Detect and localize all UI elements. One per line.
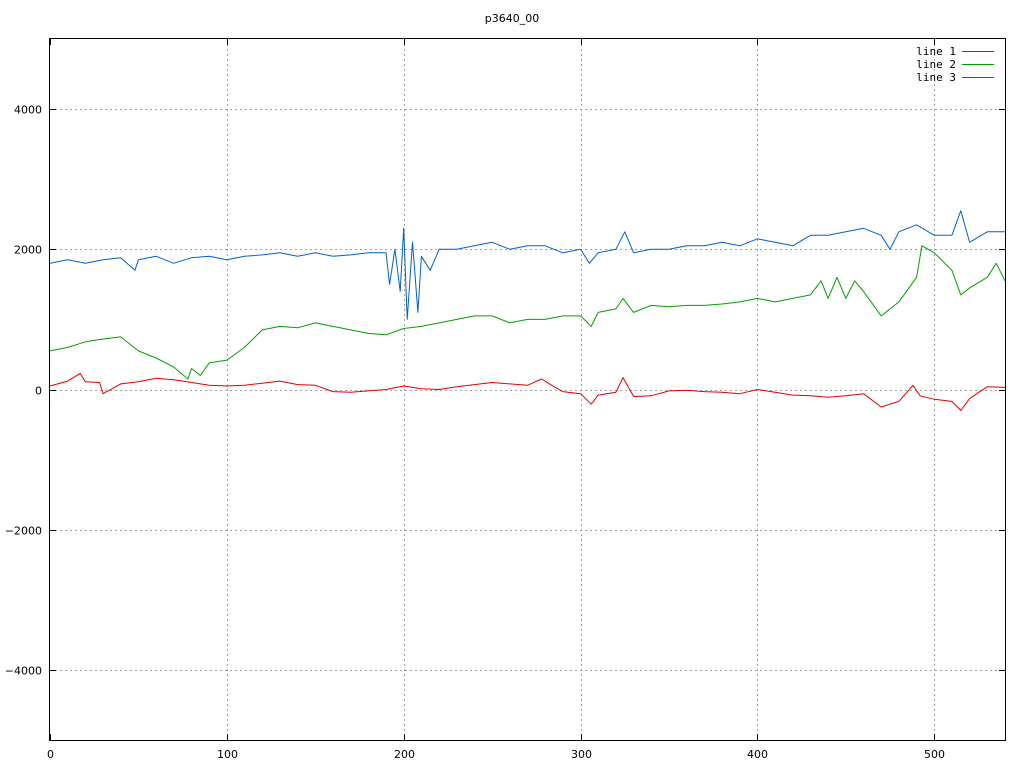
- axis-tick-labels: 0 100 200 300 400 500 −4000 −2000 0 2000 4000: [5, 104, 945, 762]
- legend-label-3: line 3: [916, 71, 956, 84]
- axis-ticks: [50, 39, 1005, 740]
- y-tick-label: 0: [35, 385, 42, 398]
- data-series: [49, 210, 1006, 411]
- x-tick-label: 200: [394, 748, 415, 761]
- series-line-3: [49, 210, 1005, 320]
- legend-label-2: line 2: [916, 58, 956, 71]
- series-line-1: [49, 372, 1006, 411]
- y-tick-label: 4000: [14, 104, 42, 117]
- y-tick-label: 2000: [14, 244, 42, 257]
- legend-label-1: line 1: [916, 45, 956, 58]
- series-line-2: [49, 245, 1006, 380]
- grid-lines: [50, 39, 1005, 740]
- y-tick-label: −4000: [5, 665, 42, 678]
- x-tick-label: 500: [924, 748, 945, 761]
- x-tick-label: 100: [217, 748, 238, 761]
- x-tick-label: 300: [571, 748, 592, 761]
- x-tick-label: 400: [747, 748, 768, 761]
- chart-title: p3640_00: [485, 12, 539, 25]
- x-tick-label: 0: [47, 748, 54, 761]
- y-tick-label: −2000: [5, 525, 42, 538]
- plot-frame: [49, 38, 1006, 741]
